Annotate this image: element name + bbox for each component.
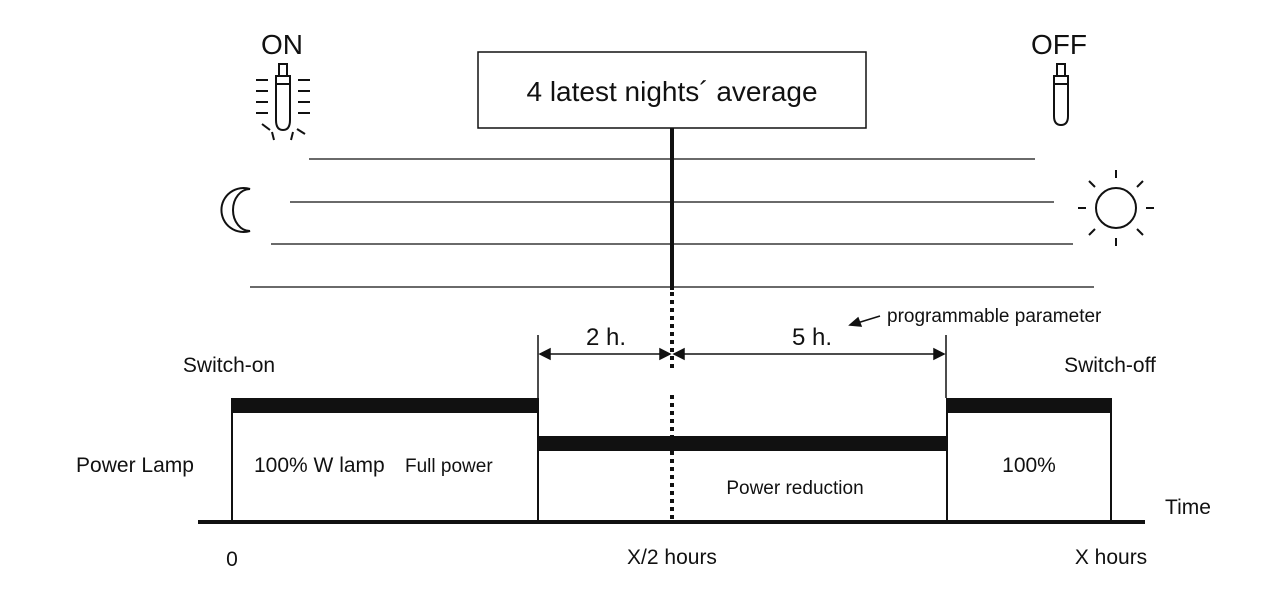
full-power-label: Full power bbox=[405, 456, 493, 477]
lamp-on-icon bbox=[256, 63, 310, 141]
on-label: ON bbox=[261, 29, 303, 60]
time-axis-label: Time bbox=[1165, 496, 1211, 519]
power-profile-edges bbox=[231, 398, 1112, 522]
average-box-label: 4 latest nights´ average bbox=[526, 76, 817, 107]
interval-arrow-5h bbox=[672, 347, 946, 361]
time-tick-0: 0 bbox=[226, 548, 238, 571]
average-box bbox=[477, 51, 867, 129]
reduced-power-bar bbox=[538, 436, 947, 451]
note-arrow bbox=[848, 315, 881, 327]
full-percent-label: 100% W lamp bbox=[254, 454, 385, 477]
interval-2h-label: 2 h. bbox=[586, 324, 626, 351]
interval-5h-label: 5 h. bbox=[792, 324, 832, 351]
time-tick-full: X hours bbox=[1075, 546, 1147, 569]
time-tick-half: X/2 hours bbox=[627, 546, 717, 569]
power-profile bbox=[232, 398, 1111, 451]
switch-on-label: Switch-on bbox=[183, 354, 275, 377]
switch-off-label: Switch-off bbox=[1064, 354, 1156, 377]
end-percent-label: 100% bbox=[1002, 454, 1056, 477]
lamp-off-icon bbox=[1053, 63, 1069, 127]
end-power-bar bbox=[947, 398, 1111, 413]
sun-icon bbox=[1078, 170, 1154, 246]
moon-icon bbox=[220, 187, 251, 233]
full-power-bar bbox=[232, 398, 538, 413]
note-label: programmable parameter bbox=[887, 306, 1102, 327]
interval-arrow-2h bbox=[538, 347, 672, 361]
power-lamp-label: Power Lamp bbox=[76, 454, 194, 477]
off-label: OFF bbox=[1031, 29, 1087, 60]
power-reduction-label: Power reduction bbox=[726, 478, 863, 499]
